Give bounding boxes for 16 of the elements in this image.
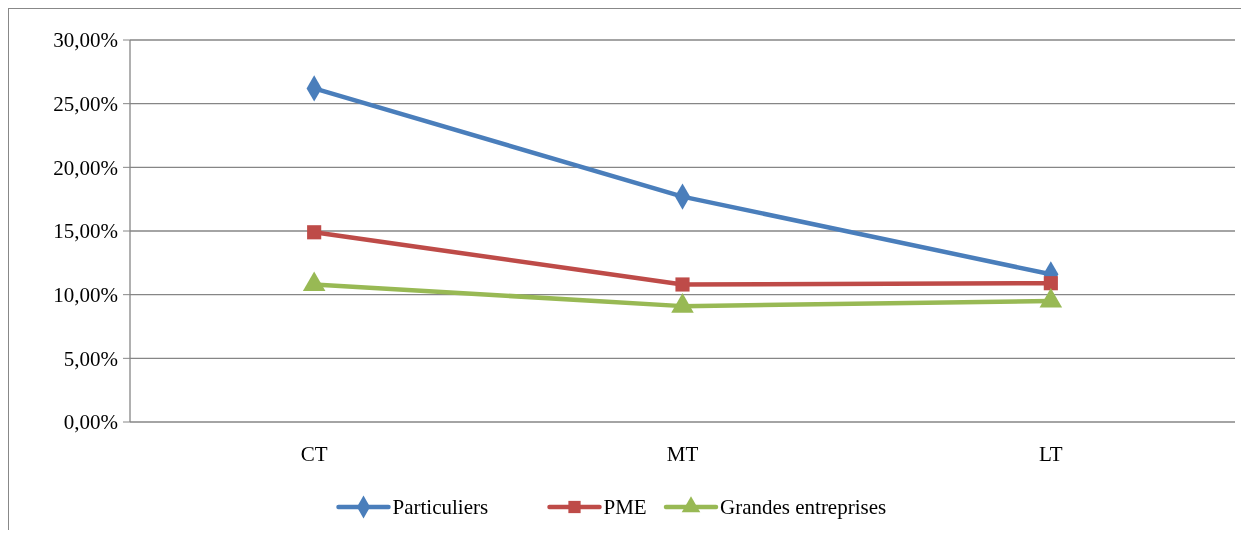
x-tick-label: LT [1038, 442, 1063, 466]
point [307, 225, 322, 240]
y-tick-label: 10,00% [53, 283, 118, 308]
y-tick-label: 30,00% [53, 28, 118, 53]
y-tick-label: 0,00% [63, 410, 118, 435]
y-tick-label: 20,00% [53, 155, 118, 180]
y-tick-label: 25,00% [53, 92, 118, 117]
y-tick-label: 15,00% [53, 219, 118, 244]
x-tick-label: MT [666, 442, 699, 466]
point [1043, 276, 1058, 291]
legend-label: PME [603, 495, 647, 519]
point [675, 277, 690, 292]
y-tick-label: 5,00% [63, 346, 118, 371]
legend-label: Grandes entreprises [720, 495, 887, 519]
legend-label: Particuliers [392, 495, 489, 519]
x-tick-label: CT [300, 442, 328, 466]
